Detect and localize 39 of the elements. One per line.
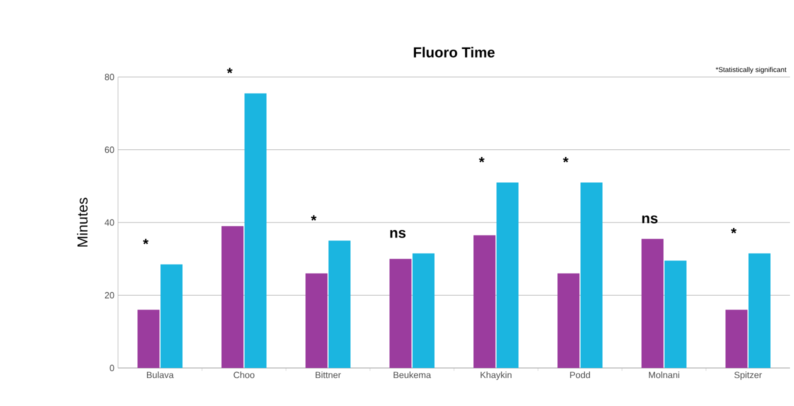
x-tick-label: Bulava [146, 372, 174, 378]
bar [222, 226, 244, 368]
annotation: * [562, 157, 569, 162]
x-tick-label: Bittner [316, 372, 341, 378]
bar [580, 182, 602, 368]
y-tick-label: 60 [104, 146, 114, 153]
bar [306, 273, 328, 368]
bar [244, 93, 267, 368]
text: * [226, 68, 233, 74]
annotation: * [142, 238, 149, 244]
y-tick-label: 20 [104, 292, 114, 298]
y-tick-label: 40 [104, 219, 114, 226]
chart-title: Fluoro Time [414, 46, 495, 58]
x-tick-label: Khaykin [480, 372, 512, 380]
bar [160, 264, 183, 368]
bar [748, 253, 770, 368]
annotation: * [310, 215, 317, 221]
annotation: ns [642, 215, 658, 224]
bar [558, 273, 580, 368]
bar [474, 235, 496, 368]
bar [642, 238, 664, 368]
bar [726, 310, 748, 368]
x-tick-label: Choo [234, 372, 254, 378]
bar [390, 258, 412, 368]
bar [412, 253, 435, 368]
y-axis-title: Minutes [77, 198, 88, 247]
x-tick-label: Molnani [648, 372, 680, 378]
bar [328, 240, 351, 368]
annotation: * [730, 228, 736, 234]
bar [664, 260, 686, 368]
bar [496, 182, 518, 368]
x-tick-label: Beukema [394, 372, 432, 378]
y-tick-label: 80 [104, 74, 114, 80]
x-tick-label: Podd [570, 372, 590, 378]
bar [138, 310, 160, 368]
y-tick-label: 0 [110, 364, 114, 372]
x-tick-label: Spitzer [734, 372, 762, 380]
annotation: * [478, 157, 485, 162]
annotation: ns [390, 230, 406, 238]
